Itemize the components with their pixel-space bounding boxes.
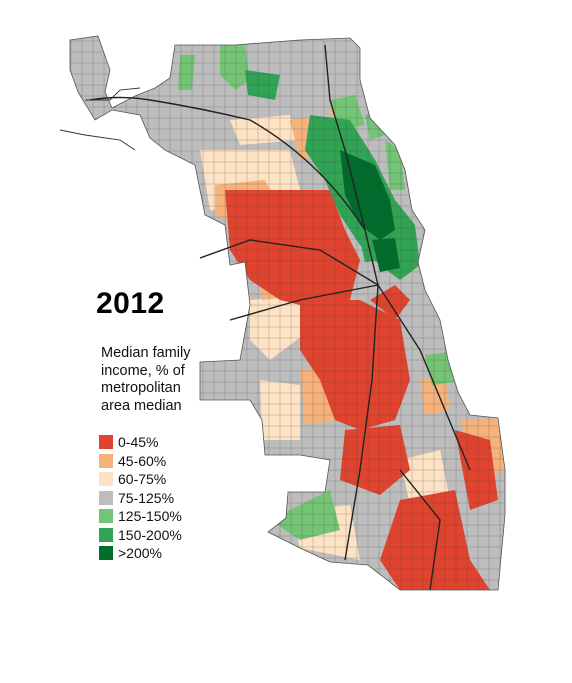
expressways — [89, 44, 471, 591]
legend-item: 125-150% — [99, 507, 182, 526]
legend-item: 75-125% — [99, 489, 182, 508]
legend-title: Median family income, % of metropolitan … — [101, 345, 231, 415]
legend-item: >200% — [99, 544, 182, 563]
legend-swatch — [99, 527, 113, 542]
legend-item: 150-200% — [99, 526, 182, 545]
legend-item: 0-45% — [99, 433, 182, 452]
legend-title-line: area median — [101, 397, 182, 414]
legend-swatch — [99, 472, 113, 487]
outlying-roads — [59, 87, 141, 151]
legend-swatch — [99, 435, 113, 450]
legend-label: 75-125% — [118, 489, 175, 506]
legend-label: 60-75% — [118, 471, 167, 488]
legend-item: 45-60% — [99, 452, 182, 471]
legend-label: >200% — [118, 545, 162, 562]
city-boundary — [69, 35, 506, 591]
legend-title-line: metropolitan — [101, 380, 181, 396]
legend-title-line: income, % of — [101, 362, 185, 379]
legend-item: 60-75% — [99, 470, 182, 489]
legend-swatch — [99, 490, 113, 505]
legend-swatch — [99, 453, 113, 468]
legend-label: 150-200% — [118, 526, 182, 543]
legend-swatch — [99, 509, 113, 524]
legend-title-line: Median family — [101, 345, 191, 361]
legend: 0-45% 45-60% 60-75% 75-125% 125-150% 150-200%… — [99, 433, 182, 563]
map-year-title: 2012 — [96, 287, 165, 320]
legend-label: 125-150% — [118, 508, 182, 525]
legend-label: 0-45% — [118, 434, 159, 451]
legend-label: 45-60% — [118, 452, 167, 469]
legend-swatch — [99, 546, 113, 561]
